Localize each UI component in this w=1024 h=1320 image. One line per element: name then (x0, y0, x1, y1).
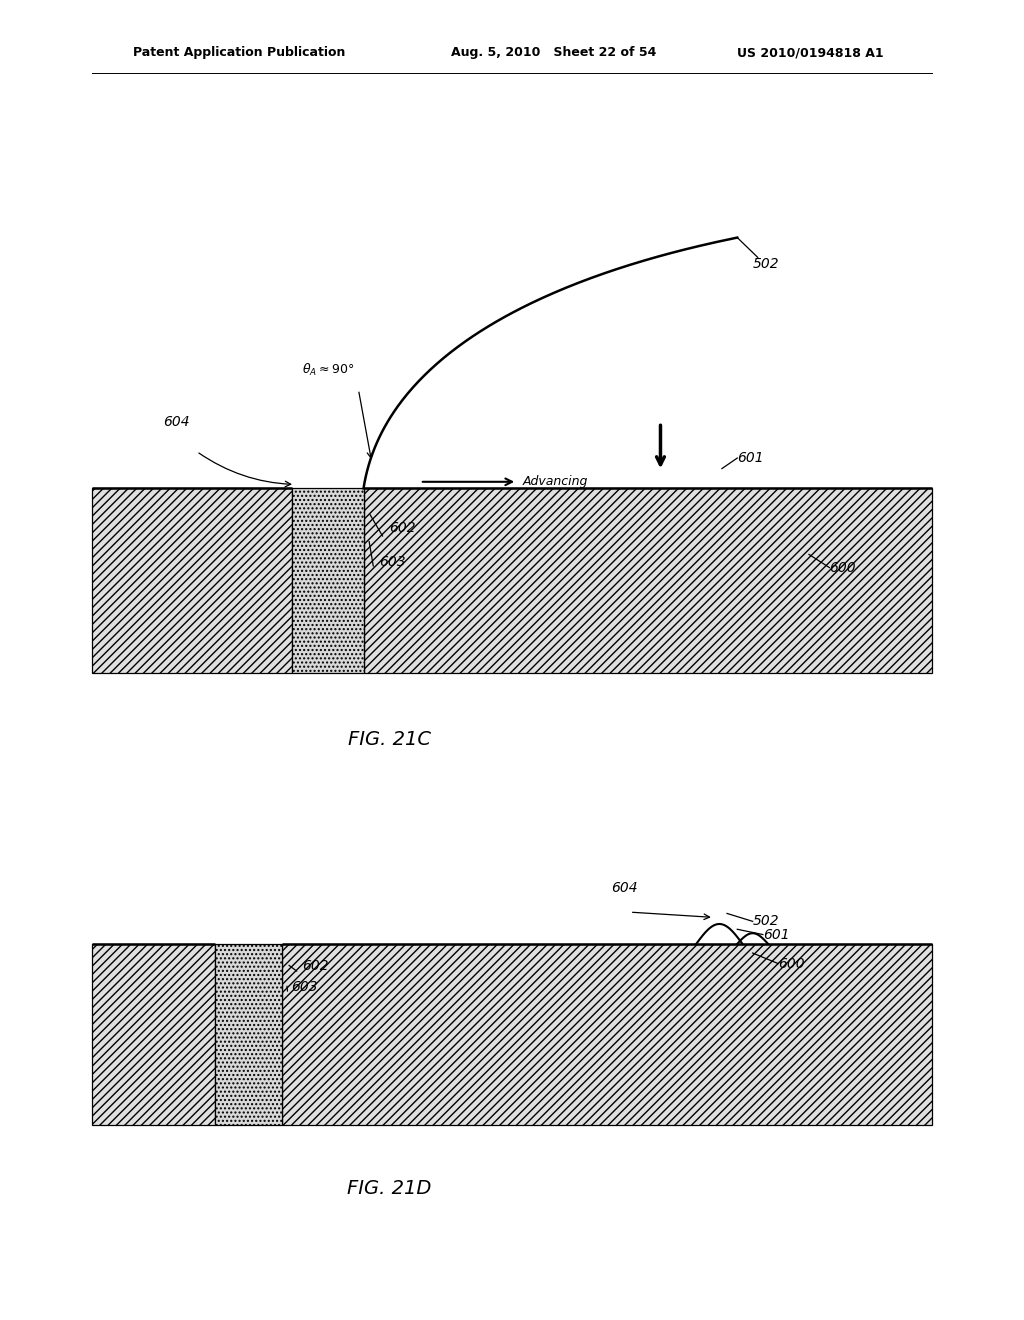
Polygon shape (364, 488, 932, 673)
Text: FIG. 21D: FIG. 21D (347, 1179, 431, 1197)
Text: Aug. 5, 2010   Sheet 22 of 54: Aug. 5, 2010 Sheet 22 of 54 (451, 46, 656, 59)
Text: US 2010/0194818 A1: US 2010/0194818 A1 (737, 46, 884, 59)
Text: 603: 603 (291, 981, 317, 994)
Text: 601: 601 (763, 928, 790, 941)
Text: $\theta_A$$\approx$90°: $\theta_A$$\approx$90° (302, 362, 354, 378)
Text: Advancing: Advancing (522, 475, 588, 488)
Text: 602: 602 (389, 521, 416, 535)
Text: 600: 600 (778, 957, 805, 970)
Text: FIG. 21C: FIG. 21C (347, 730, 431, 748)
Text: 600: 600 (829, 561, 856, 574)
Polygon shape (292, 488, 364, 673)
Text: Patent Application Publication: Patent Application Publication (133, 46, 345, 59)
Text: 604: 604 (611, 882, 638, 895)
Polygon shape (92, 944, 215, 1125)
Polygon shape (215, 944, 282, 1125)
Text: 604: 604 (163, 416, 189, 429)
Polygon shape (282, 944, 932, 1125)
Text: 603: 603 (379, 556, 406, 569)
Text: 502: 502 (753, 257, 779, 271)
Text: 502: 502 (753, 915, 779, 928)
Text: 602: 602 (302, 960, 329, 973)
Text: 601: 601 (737, 451, 764, 465)
Polygon shape (92, 488, 292, 673)
